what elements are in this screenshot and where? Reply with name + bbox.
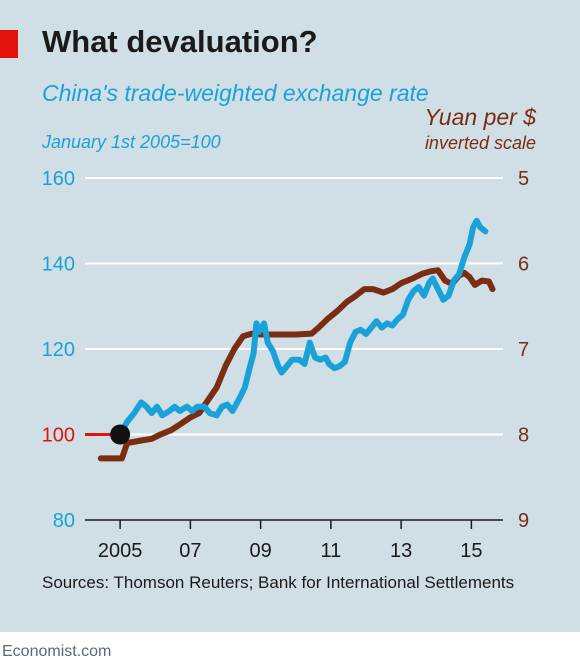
right-tick-label: 5	[518, 168, 529, 190]
right-axis-subtitle: inverted scale	[424, 133, 536, 153]
plot-area: 2005 07 09 11 13 15 80 100 120 140 160 5 6 7 8 9	[42, 168, 530, 562]
source-note: Sources: Thomson Reuters; Bank for Inter…	[42, 573, 515, 592]
left-tick-label: 80	[53, 510, 75, 532]
left-tick-label: 160	[42, 168, 75, 190]
right-axis-title: Yuan per $	[424, 104, 536, 130]
left-tick-label: 120	[42, 339, 75, 361]
right-tick-label: 8	[518, 425, 529, 447]
chart-title: What devaluation?	[42, 24, 318, 59]
x-tick-label: 07	[179, 540, 201, 562]
x-tick-label: 13	[390, 540, 412, 562]
x-tick-label: 09	[250, 540, 272, 562]
yuan-line	[97, 267, 496, 462]
start-marker	[110, 424, 131, 445]
left-axis-subtitle: January 1st 2005=100	[42, 132, 221, 152]
right-tick-label: 6	[518, 254, 529, 276]
brand-red-tag	[0, 30, 18, 58]
x-tick-label: 2005	[98, 540, 143, 562]
left-tick-label: 100	[42, 425, 75, 447]
chart-background	[0, 0, 580, 632]
right-tick-label: 7	[518, 339, 529, 361]
right-tick-label: 9	[518, 510, 529, 532]
x-tick-label: 15	[460, 540, 482, 562]
trade-weighted-line	[117, 217, 489, 438]
left-tick-label: 140	[42, 254, 75, 276]
x-tick-label: 11	[320, 540, 341, 562]
left-axis-title: China's trade-weighted exchange rate	[42, 80, 429, 106]
economist-brand: Economist.com	[2, 643, 112, 660]
